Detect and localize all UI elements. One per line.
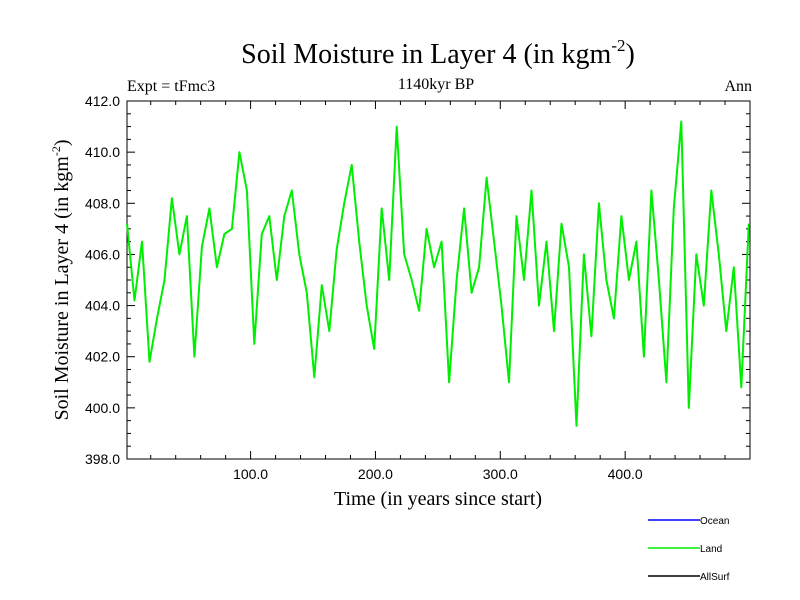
- legend: Ocean Land AllSurf: [648, 516, 730, 583]
- chart-title-close: ): [626, 39, 635, 70]
- chart-title-superscript: -2: [611, 36, 625, 55]
- series-line-land: [126, 120, 750, 427]
- y-tick-label: 410.0: [85, 144, 120, 160]
- y-tick-label: 398.0: [85, 451, 120, 467]
- season-label: Ann: [724, 78, 752, 95]
- legend-label-allsurf: AllSurf: [700, 572, 730, 583]
- plot-frame: [126, 100, 751, 460]
- y-tick-label: 412.0: [85, 93, 120, 109]
- y-tick-label: 402.0: [85, 349, 120, 365]
- x-axis: 100.0 200.0 300.0 400.0: [150, 101, 726, 482]
- y-axis-label-close: ): [51, 139, 73, 146]
- y-axis-label-superscript: -2: [49, 146, 63, 156]
- x-axis-label: Time (in years since start): [334, 488, 542, 510]
- series-layer: [126, 120, 750, 427]
- chart-subtitle: 1140kyr BP: [398, 76, 474, 93]
- y-tick-label: 400.0: [85, 400, 120, 416]
- x-tick-label: 200.0: [358, 466, 393, 482]
- y-axis-label: Soil Moisture in Layer 4 (in kgm-2): [49, 139, 73, 420]
- y-tick-label: 408.0: [85, 195, 120, 211]
- y-tick-label: 404.0: [85, 298, 120, 314]
- x-tick-label: 100.0: [233, 466, 268, 482]
- legend-label-land: Land: [700, 544, 722, 555]
- x-tick-label: 300.0: [483, 466, 518, 482]
- legend-label-ocean: Ocean: [700, 516, 729, 527]
- y-tick-label: 406.0: [85, 246, 120, 262]
- experiment-label: Expt = tFmc3: [127, 78, 215, 95]
- y-axis: 398.0 400.0 402.0 404.0 406.0 408.0 410.0 412.0: [85, 93, 750, 467]
- x-tick-label: 400.0: [608, 466, 643, 482]
- chart-title: Soil Moisture in Layer 4 (in kgm-2): [241, 36, 635, 70]
